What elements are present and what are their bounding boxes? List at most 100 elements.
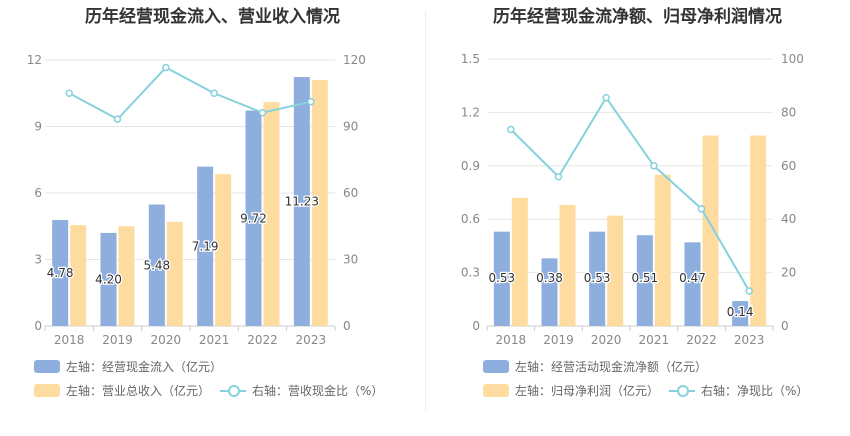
y-right-tick-label: 90 (343, 120, 358, 134)
bar-data-label: 0.53 (584, 271, 611, 285)
bar-secondary (311, 79, 328, 326)
y-right-tick-label: 20 (781, 266, 796, 280)
y-left-tick-label: 3 (34, 253, 42, 267)
chart-panel-cashflow-revenue: 历年经营现金流入、营业收入情况 0 0 3 30 6 60 9 90 12 120 2018 2019… (27, 7, 384, 399)
bar-data-label: 11.23 (285, 195, 319, 209)
bar-secondary (166, 221, 183, 326)
legend-label: 左轴：经营现金流入（亿元） (66, 360, 223, 374)
bar-data-label: 4.20 (95, 272, 122, 286)
y-left-tick-label: 12 (27, 53, 42, 67)
y-right-tick-label: 120 (343, 53, 366, 67)
legend-item-line[interactable]: 右轴：营收现金比（%） (220, 382, 383, 399)
x-tick-label: 2019 (102, 333, 133, 347)
bar-secondary (263, 102, 280, 326)
bar-primary (732, 301, 749, 326)
legend-label: 左轴：归母净利润（亿元） (515, 384, 660, 398)
bar-secondary (70, 225, 87, 326)
x-tick-label: 2022 (247, 333, 278, 347)
x-tick-label: 2022 (686, 333, 717, 347)
series-line (510, 95, 751, 292)
x-tick-label: 2023 (296, 333, 327, 347)
series-line (68, 66, 312, 121)
legend-line-icon (220, 384, 246, 397)
y-left-tick-label: 6 (34, 186, 42, 200)
line-point (507, 125, 515, 134)
bar-primary (100, 232, 117, 326)
x-tick-label: 2020 (151, 333, 182, 347)
y-right-tick-label: 60 (781, 159, 796, 173)
y-right-tick-label: 100 (781, 52, 804, 66)
x-tick-label: 2019 (543, 333, 574, 347)
y-right-tick-label: 60 (343, 186, 358, 200)
legend-item-bar-primary[interactable]: 左轴：经营现金流入（亿元） (34, 358, 222, 375)
bar-data-label: 0.38 (536, 271, 563, 285)
x-tick-label: 2021 (199, 333, 230, 347)
line-point (697, 205, 706, 213)
bar-secondary (750, 135, 767, 326)
bar-secondary (511, 197, 528, 326)
chart-title: 历年经营现金流净额、归母净利润情况 (493, 7, 782, 27)
bar-data-label: 0.47 (679, 271, 706, 285)
bar-data-label: 0.53 (488, 271, 515, 285)
line-point (113, 115, 122, 123)
x-tick-label: 2023 (734, 333, 765, 347)
bar-secondary (118, 226, 135, 326)
bar-secondary (559, 204, 576, 326)
bar-primary (197, 166, 214, 326)
chart-svg: 0 0 3 30 6 60 9 90 12 120 2018 2019 2020 2021 2022 2023… (27, 53, 366, 347)
x-tick-label: 2018 (54, 333, 85, 347)
bar-primary (589, 231, 606, 326)
chart-svg: 0 0 0.3 20 0.6 40 0.9 60 1.2 80 1.5 100 2018 2019 2020… (461, 52, 804, 347)
legend-label: 左轴：经营活动现金流净额（亿元） (515, 360, 708, 374)
bar-primary (148, 204, 165, 326)
x-tick-label: 2018 (496, 333, 527, 347)
x-tick-label: 2021 (639, 333, 670, 347)
legend-swatch-icon (483, 360, 509, 373)
legend-item-line[interactable]: 右轴：净现比（%） (669, 382, 808, 399)
y-left-tick-label: 0.6 (461, 212, 480, 226)
line-point (554, 172, 563, 181)
line-point (650, 162, 658, 170)
chart-title: 历年经营现金流入、营业收入情况 (85, 7, 340, 27)
bar-data-label: 4.78 (47, 266, 74, 280)
legend-swatch-icon (34, 384, 60, 397)
y-left-tick-label: 0 (34, 319, 42, 333)
bar-data-label: 9.72 (240, 211, 267, 225)
legend-label: 左轴：营业总收入（亿元） (66, 384, 211, 398)
bar-primary (636, 235, 653, 326)
bar-secondary (702, 135, 719, 326)
legend-item-bar-primary[interactable]: 左轴：经营活动现金流净额（亿元） (483, 358, 707, 375)
y-left-tick-label: 0.9 (461, 159, 480, 173)
x-tick-label: 2020 (591, 333, 622, 347)
bar-data-label: 0.51 (631, 271, 658, 285)
legend-label: 右轴：净现比（%） (701, 384, 809, 398)
bar-primary (541, 258, 558, 326)
y-right-tick-label: 40 (781, 212, 796, 226)
line-point (65, 89, 73, 97)
line-point (162, 63, 170, 72)
y-left-tick-label: 1.5 (461, 52, 480, 66)
chart-panel-netcash-profit: 历年经营现金流净额、归母净利润情况 0 0 0.3 20 0.6 40 0.9 60 1.2 80… (425, 0, 850, 436)
legend-swatch-icon (483, 384, 509, 397)
bar-data-label: 5.48 (143, 258, 170, 272)
bar-data-label: 7.19 (192, 239, 219, 253)
y-right-tick-label: 30 (343, 253, 358, 267)
panel-divider (425, 10, 426, 410)
line-point (210, 89, 218, 97)
legend-item-bar-secondary[interactable]: 左轴：营业总收入（亿元） (34, 382, 210, 399)
legend-line-icon (669, 384, 695, 397)
y-right-tick-label: 80 (781, 105, 796, 119)
legend-item-bar-secondary[interactable]: 左轴：归母净利润（亿元） (483, 382, 659, 399)
bar-data-label: 0.14 (727, 305, 754, 319)
line-point (307, 97, 315, 106)
y-left-tick-label: 9 (34, 120, 42, 134)
line-point (602, 93, 610, 102)
line-point (258, 109, 267, 117)
bar-primary (684, 242, 701, 326)
legend-label: 右轴：营收现金比（%） (252, 384, 384, 398)
bar-secondary (654, 174, 671, 326)
bar-primary (52, 220, 69, 326)
bar-primary (493, 231, 510, 326)
bar-secondary (607, 215, 624, 326)
y-left-tick-label: 0.3 (461, 266, 480, 280)
